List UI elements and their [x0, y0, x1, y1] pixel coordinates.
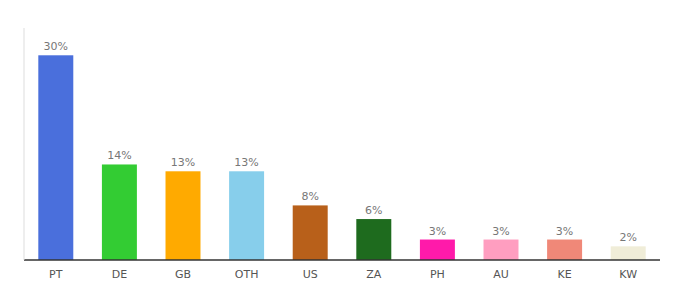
chart-svg: 30% 14% 13% 13% 8% 6% 3% 3% 3% 2% PT DE GB OTH US ZA PH A… — [0, 0, 680, 300]
data-label: 6% — [365, 204, 382, 217]
bar — [293, 205, 328, 260]
bar — [611, 246, 646, 260]
chart-container: 30% 14% 13% 13% 8% 6% 3% 3% 3% 2% PT DE GB OTH US ZA PH A… — [0, 0, 680, 300]
x-axis-line — [24, 259, 660, 261]
data-label: 3% — [492, 225, 509, 238]
x-tick-label: AU — [493, 268, 509, 281]
bar — [229, 171, 264, 260]
data-label: 3% — [556, 225, 573, 238]
bar — [356, 219, 391, 260]
x-axis: PT DE GB OTH US ZA PH AU KE KW — [24, 260, 660, 281]
data-label: 8% — [301, 190, 318, 203]
y-axis-line — [24, 28, 25, 260]
bar — [102, 164, 137, 260]
data-label: 14% — [107, 149, 131, 162]
data-label: 13% — [234, 156, 258, 169]
x-tick-label: ZA — [366, 268, 382, 281]
bar — [38, 55, 73, 260]
bars — [38, 55, 645, 260]
x-tick-label: GB — [175, 268, 191, 281]
data-label: 13% — [171, 156, 195, 169]
bar — [547, 240, 582, 260]
bar — [484, 240, 519, 260]
x-tick-label: US — [303, 268, 318, 281]
x-tick-label: KW — [619, 268, 637, 281]
x-tick-label: PT — [49, 268, 63, 281]
bar — [166, 171, 201, 260]
x-tick-label: DE — [112, 268, 127, 281]
x-tick-label: KE — [558, 268, 572, 281]
bar — [420, 240, 455, 260]
data-label: 30% — [44, 40, 68, 53]
data-label: 2% — [619, 231, 636, 244]
data-labels: 30% 14% 13% 13% 8% 6% 3% 3% 3% 2% — [44, 40, 637, 244]
data-label: 3% — [429, 225, 446, 238]
x-tick-label: OTH — [235, 268, 259, 281]
x-tick-label: PH — [430, 268, 445, 281]
